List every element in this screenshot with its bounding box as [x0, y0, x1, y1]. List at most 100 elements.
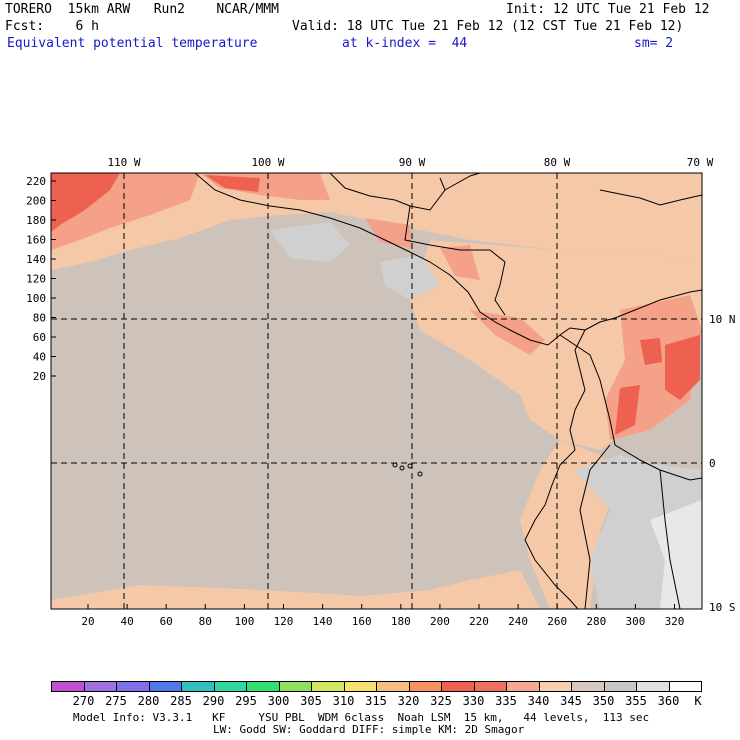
colorbar-units: K [694, 694, 702, 708]
hottest-region-mexico [205, 175, 260, 192]
y-tick-label: 120 [26, 273, 46, 286]
x-tick-label: 220 [469, 615, 489, 628]
galapagos-island-2 [399, 465, 405, 471]
colorbar-label: 325 [430, 694, 452, 708]
k-index: at k-index = 44 [342, 36, 468, 51]
x-tick-label: 60 [160, 615, 173, 628]
lat-label-0: 0 [709, 457, 716, 470]
colorbar-label: 275 [105, 694, 127, 708]
colorbar-swatch [246, 681, 280, 692]
colorbar-swatch [51, 681, 85, 692]
y-tick-label: 140 [26, 253, 46, 266]
hottest-spot-colombia-1 [615, 385, 640, 435]
colorbar-label: 335 [495, 694, 517, 708]
lon-label-100w: 100 W [251, 156, 284, 169]
gray-patch-1 [270, 222, 350, 262]
hottest-region-nw [51, 173, 120, 232]
colorbar-swatch [148, 681, 182, 692]
x-tick-label: 100 [234, 615, 254, 628]
brazil-border [659, 469, 681, 610]
colorbar-swatch [668, 681, 702, 692]
colorbar-swatch [538, 681, 572, 692]
lat-label-10s: 10 S [709, 601, 736, 614]
colorbar-label: 300 [267, 694, 290, 708]
peru-border [579, 444, 611, 610]
colorbar-swatch [213, 681, 247, 692]
plot-frame [50, 172, 703, 610]
colorbar-label: 295 [235, 694, 257, 708]
hispaniola-fragment [599, 189, 703, 206]
field-shading [51, 173, 702, 609]
axis-ticks [51, 180, 675, 609]
colorbar-swatch [506, 681, 540, 692]
warm-region-north [51, 173, 702, 270]
x-tick-label: 200 [430, 615, 450, 628]
light-region [650, 500, 702, 609]
y-tick-label: 200 [26, 195, 46, 208]
model-title: TORERO 15km ARW Run2 NCAR/MMM [5, 2, 279, 17]
x-tick-label: 80 [199, 615, 212, 628]
colorbar-label: 350 [592, 694, 615, 708]
colorbar-swatch [116, 681, 150, 692]
colorbar-label: 340 [527, 694, 550, 708]
pacific-coast-mexico-ca [194, 172, 586, 346]
x-tick-label: 320 [665, 615, 685, 628]
x-tick-label: 40 [120, 615, 133, 628]
hottest-spot-colombia-2 [665, 335, 700, 400]
colorbar-swatch [473, 681, 507, 692]
colorbar-label: 360 [657, 694, 680, 708]
colorbar-swatch [636, 681, 670, 692]
pacific-coast-sa [524, 329, 586, 610]
yucatan-outline [329, 172, 446, 211]
forecast-hour: Fcst: 6 h [5, 19, 99, 34]
y-tick-label: 100 [26, 292, 46, 305]
x-tick-label: 280 [586, 615, 606, 628]
colorbar-label: 315 [365, 694, 387, 708]
gray-patch-2 [380, 255, 440, 300]
y-tick-label: 160 [26, 234, 46, 247]
colorbar-swatch [181, 681, 215, 692]
y-tick-label: 20 [33, 370, 46, 383]
colorbar-label: 320 [397, 694, 420, 708]
colorbar-label: 310 [332, 694, 355, 708]
colorbar-swatch [603, 681, 637, 692]
hot-spot-honduras [440, 245, 480, 280]
caribbean-coast-ca [404, 205, 506, 316]
x-tick-label: 240 [508, 615, 528, 628]
y-tick-label: 60 [33, 331, 46, 344]
colorbar-label: 270 [72, 694, 95, 708]
axis-labels: 110 W 100 W 90 W 80 W 70 W 10 N 0 10 S 2… [26, 156, 735, 628]
colorbar-label: 285 [170, 694, 192, 708]
physics-info: LW: Godd SW: Goddard DIFF: simple KM: 2D… [213, 723, 525, 736]
y-tick-label: 180 [26, 214, 46, 227]
colorbar-label: 280 [137, 694, 160, 708]
valid-time: Valid: 18 UTC Tue 21 Feb 12 (12 CST Tue … [292, 19, 684, 34]
x-tick-labels: 20 40 60 80 100 120 140 160 180 200 220 240 260 280 30… [81, 615, 684, 628]
colorbar-swatch [441, 681, 475, 692]
x-tick-label: 300 [625, 615, 645, 628]
colombia-ecuador-border [559, 334, 703, 481]
galapagos-island-4 [417, 471, 423, 477]
hottest-spot-colombia-3 [640, 338, 662, 365]
colorbar-swatch [278, 681, 312, 692]
x-tick-label: 160 [352, 615, 372, 628]
colorbar-label: 345 [560, 694, 582, 708]
graticule [51, 173, 702, 609]
colorbar-swatch [83, 681, 117, 692]
colorbar-swatch [376, 681, 410, 692]
hot-spot-guatemala [365, 218, 412, 248]
y-tick-label: 80 [33, 312, 46, 325]
smoothing: sm= 2 [634, 36, 674, 51]
lat-label-10n: 10 N [709, 313, 736, 326]
y-tick-label: 220 [26, 175, 46, 188]
colorbar-label: 330 [462, 694, 485, 708]
x-tick-label: 120 [274, 615, 294, 628]
lon-label-90w: 90 W [399, 156, 426, 169]
caribbean-coast-sa [584, 289, 703, 331]
hot-spot-costa-rica [470, 310, 545, 355]
x-tick-label: 20 [81, 615, 94, 628]
colorbar-swatch [571, 681, 605, 692]
coastlines [194, 172, 703, 610]
x-tick-label: 260 [547, 615, 567, 628]
lon-label-70w: 70 W [687, 156, 714, 169]
